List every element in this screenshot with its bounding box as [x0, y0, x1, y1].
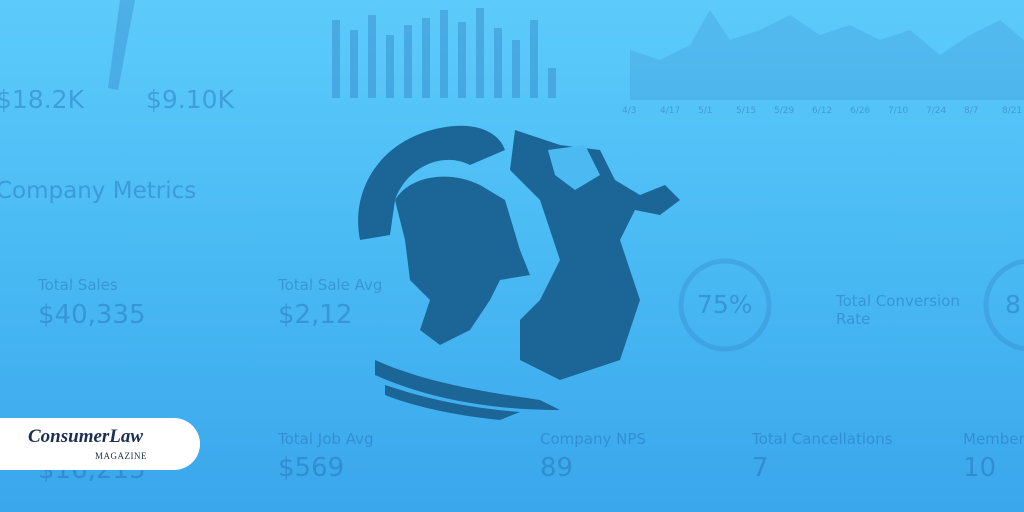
metric-label: Total Conversion Rate [836, 292, 960, 328]
badge-brand: ConsumerLaw [28, 426, 144, 447]
date-label: 7/10 [888, 106, 909, 116]
metric-label: Total Job Avg [278, 430, 374, 448]
metric-label: Company NPS [540, 430, 646, 448]
date-label: 6/26 [850, 106, 871, 116]
metric-value: $40,335 [38, 300, 146, 330]
metric-value: 8 [1005, 290, 1021, 319]
value: $9.10K [146, 85, 234, 114]
bar-chart [332, 8, 556, 98]
badge-sub: MAGAZINE [95, 451, 147, 461]
metric-value: $2,12 [278, 300, 353, 330]
date-label: 5/1 [698, 106, 713, 116]
date-label: 4/17 [660, 106, 681, 116]
date-label: 5/29 [774, 106, 795, 116]
metric-value: 10 [963, 453, 997, 483]
badge: ConsumerLaw MAGAZINE [0, 418, 200, 470]
metric-value: 75% [697, 290, 753, 319]
area-chart [630, 10, 1024, 100]
metric-label: Total Sale Avg [278, 276, 383, 294]
date-label: 8/21 [1002, 106, 1023, 116]
value: $18.2K [0, 85, 84, 114]
metric-label: Total Sales [38, 276, 118, 294]
date-label: 5/15 [736, 106, 757, 116]
metric-value: 7 [752, 453, 769, 483]
date-label: 7/24 [926, 106, 947, 116]
metric-value: 89 [540, 453, 574, 483]
metric-label: Total Cancellations [752, 430, 893, 448]
metric-value: $569 [278, 453, 345, 483]
date-label: 6/12 [812, 106, 833, 116]
gauge [678, 258, 772, 352]
metric-label: Member [963, 430, 1024, 448]
gauge [983, 258, 1024, 352]
date-label: 8/7 [964, 106, 979, 116]
section-title: Company Metrics [0, 178, 197, 204]
chart-fragment [108, 0, 135, 90]
date-label: 4/3 [622, 106, 637, 116]
